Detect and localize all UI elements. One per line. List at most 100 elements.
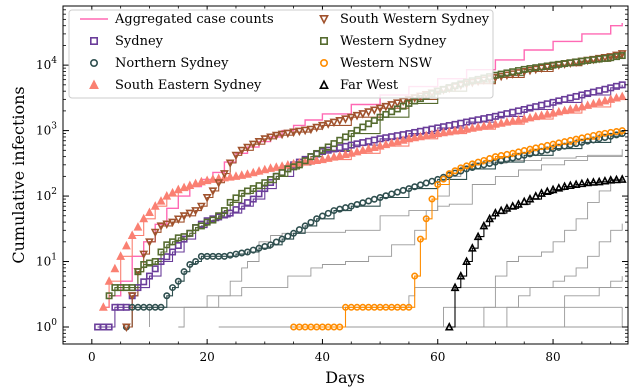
data-point [151, 258, 159, 266]
data-point [514, 115, 523, 124]
data-point [163, 292, 171, 300]
data-point [369, 142, 379, 152]
data-point [474, 158, 482, 166]
data-point [145, 207, 154, 216]
y-tick-label: 104 [36, 56, 57, 72]
background-line-1 [178, 155, 623, 328]
data-point [243, 143, 252, 153]
data-point [486, 113, 494, 121]
legend-label: Far West [340, 78, 399, 93]
data-point [606, 53, 616, 62]
data-point [365, 197, 373, 205]
data-point [428, 177, 436, 185]
data-point [514, 107, 522, 115]
data-point [473, 122, 483, 131]
data-point [388, 108, 396, 116]
data-point [411, 272, 419, 280]
data-point [186, 229, 194, 237]
y-tick-label: 103 [36, 122, 57, 138]
x-tick-label: 20 [199, 350, 214, 364]
data-point [231, 151, 241, 161]
data-point [382, 110, 390, 118]
data-point [306, 125, 316, 135]
data-point [457, 164, 465, 172]
data-point [560, 105, 569, 115]
data-point [359, 139, 367, 147]
data-point [392, 136, 402, 146]
data-point [341, 149, 350, 159]
data-point [306, 156, 316, 165]
x-tick-label: 60 [430, 350, 445, 364]
data-point [554, 106, 564, 116]
data-point [490, 208, 500, 217]
data-point [450, 125, 460, 135]
data-point [531, 191, 541, 200]
data-point [369, 106, 379, 116]
legend-item-6: Western NSW [319, 56, 433, 71]
data-point [352, 111, 362, 121]
legend-item-7: Far West [319, 78, 399, 93]
data-point [358, 110, 368, 119]
data-point [237, 146, 247, 156]
data-point [353, 140, 361, 148]
legend-marker-swatch [89, 79, 99, 89]
data-point [601, 85, 609, 93]
data-point [468, 160, 476, 168]
legend-item-1: Sydney [90, 34, 164, 49]
x-tick-label: 80 [545, 350, 560, 364]
data-point [618, 52, 626, 60]
data-point [571, 179, 581, 189]
data-point [191, 178, 201, 188]
data-point [600, 95, 610, 105]
data-point [503, 110, 511, 118]
data-point [411, 183, 419, 191]
data-point [271, 162, 281, 171]
data-point [225, 159, 235, 169]
data-point [196, 202, 206, 212]
data-point [422, 179, 430, 187]
data-point [565, 104, 575, 113]
data-point [277, 130, 287, 140]
data-point [525, 112, 535, 122]
data-point [179, 182, 189, 192]
data-point [255, 190, 263, 198]
data-point [519, 196, 529, 206]
data-point [382, 192, 390, 200]
data-point [290, 229, 298, 237]
data-point [364, 108, 373, 117]
data-point [617, 174, 627, 183]
background-line-7 [322, 307, 623, 328]
data-point [496, 205, 506, 215]
data-point [341, 142, 349, 150]
data-point [467, 243, 477, 252]
data-point [254, 166, 264, 175]
data-point [479, 220, 489, 230]
data-point [387, 138, 397, 147]
data-point [370, 117, 378, 125]
legend-label: Western NSW [340, 56, 433, 71]
data-point [404, 133, 414, 143]
data-point [440, 175, 448, 183]
data-point [346, 113, 356, 123]
data-point [375, 141, 385, 150]
data-point [272, 172, 280, 180]
data-point [209, 216, 217, 224]
data-point [301, 222, 309, 230]
data-point [583, 100, 593, 109]
data-point [278, 169, 286, 177]
data-point [485, 120, 495, 129]
data-point [140, 278, 148, 286]
background-region-lines [131, 149, 623, 328]
data-point [583, 177, 593, 187]
data-point [364, 143, 373, 153]
data-point [122, 240, 131, 250]
data-point [600, 54, 610, 63]
data-point [463, 162, 471, 170]
data-point [260, 164, 270, 174]
data-point [238, 202, 246, 210]
data-point [173, 215, 183, 224]
data-point [208, 174, 218, 183]
data-point [405, 303, 413, 311]
data-point [542, 63, 552, 72]
